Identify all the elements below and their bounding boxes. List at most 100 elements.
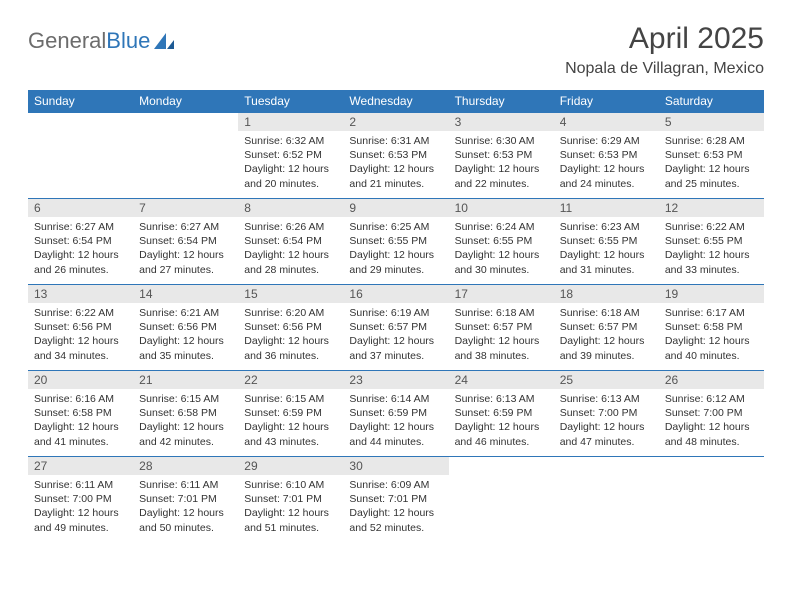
day-details: Sunrise: 6:26 AMSunset: 6:54 PMDaylight:… <box>238 217 343 283</box>
sunrise-line: Sunrise: 6:18 AM <box>560 306 653 320</box>
sunset-line: Sunset: 7:01 PM <box>244 492 337 506</box>
daylight-line-a: Daylight: 12 hours <box>349 248 442 262</box>
day-number: 24 <box>449 371 554 389</box>
day-number: 6 <box>28 199 133 217</box>
daylight-line-b: and 31 minutes. <box>560 263 653 277</box>
sunrise-line: Sunrise: 6:22 AM <box>34 306 127 320</box>
day-number: 26 <box>659 371 764 389</box>
week-row: 27Sunrise: 6:11 AMSunset: 7:00 PMDayligh… <box>28 457 764 543</box>
day-number: 12 <box>659 199 764 217</box>
day-details: Sunrise: 6:11 AMSunset: 7:01 PMDaylight:… <box>133 475 238 541</box>
dayname-tuesday: Tuesday <box>238 90 343 113</box>
daylight-line-b: and 33 minutes. <box>665 263 758 277</box>
dayname-thursday: Thursday <box>449 90 554 113</box>
sunset-line: Sunset: 6:55 PM <box>455 234 548 248</box>
daylight-line-a: Daylight: 12 hours <box>560 162 653 176</box>
daylight-line-b: and 44 minutes. <box>349 435 442 449</box>
day-number: 19 <box>659 285 764 303</box>
daylight-line-b: and 30 minutes. <box>455 263 548 277</box>
day-number: 11 <box>554 199 659 217</box>
day-cell: 1Sunrise: 6:32 AMSunset: 6:52 PMDaylight… <box>238 113 343 199</box>
daylight-line-a: Daylight: 12 hours <box>455 420 548 434</box>
daylight-line-a: Daylight: 12 hours <box>455 162 548 176</box>
sunset-line: Sunset: 6:53 PM <box>349 148 442 162</box>
day-number: 18 <box>554 285 659 303</box>
daylight-line-a: Daylight: 12 hours <box>139 506 232 520</box>
day-cell <box>449 457 554 543</box>
sunset-line: Sunset: 6:58 PM <box>34 406 127 420</box>
daylight-line-a: Daylight: 12 hours <box>665 162 758 176</box>
day-cell: 2Sunrise: 6:31 AMSunset: 6:53 PMDaylight… <box>343 113 448 199</box>
daylight-line-b: and 46 minutes. <box>455 435 548 449</box>
day-cell: 6Sunrise: 6:27 AMSunset: 6:54 PMDaylight… <box>28 199 133 285</box>
daylight-line-b: and 50 minutes. <box>139 521 232 535</box>
day-details: Sunrise: 6:15 AMSunset: 6:58 PMDaylight:… <box>133 389 238 455</box>
day-cell: 15Sunrise: 6:20 AMSunset: 6:56 PMDayligh… <box>238 285 343 371</box>
day-cell: 11Sunrise: 6:23 AMSunset: 6:55 PMDayligh… <box>554 199 659 285</box>
sunset-line: Sunset: 7:00 PM <box>665 406 758 420</box>
sunrise-line: Sunrise: 6:19 AM <box>349 306 442 320</box>
sunrise-line: Sunrise: 6:15 AM <box>139 392 232 406</box>
day-details: Sunrise: 6:15 AMSunset: 6:59 PMDaylight:… <box>238 389 343 455</box>
day-cell: 17Sunrise: 6:18 AMSunset: 6:57 PMDayligh… <box>449 285 554 371</box>
sunset-line: Sunset: 6:58 PM <box>665 320 758 334</box>
daylight-line-a: Daylight: 12 hours <box>560 334 653 348</box>
sunset-line: Sunset: 7:01 PM <box>139 492 232 506</box>
sunset-line: Sunset: 6:59 PM <box>349 406 442 420</box>
day-details: Sunrise: 6:12 AMSunset: 7:00 PMDaylight:… <box>659 389 764 455</box>
day-details: Sunrise: 6:13 AMSunset: 7:00 PMDaylight:… <box>554 389 659 455</box>
daylight-line-a: Daylight: 12 hours <box>244 506 337 520</box>
daylight-line-b: and 39 minutes. <box>560 349 653 363</box>
day-details: Sunrise: 6:23 AMSunset: 6:55 PMDaylight:… <box>554 217 659 283</box>
day-cell: 13Sunrise: 6:22 AMSunset: 6:56 PMDayligh… <box>28 285 133 371</box>
sunset-line: Sunset: 6:57 PM <box>560 320 653 334</box>
day-details: Sunrise: 6:20 AMSunset: 6:56 PMDaylight:… <box>238 303 343 369</box>
sunset-line: Sunset: 6:56 PM <box>244 320 337 334</box>
daylight-line-b: and 21 minutes. <box>349 177 442 191</box>
day-number: 30 <box>343 457 448 475</box>
sunset-line: Sunset: 6:57 PM <box>455 320 548 334</box>
day-number: 27 <box>28 457 133 475</box>
day-details: Sunrise: 6:30 AMSunset: 6:53 PMDaylight:… <box>449 131 554 197</box>
day-cell: 27Sunrise: 6:11 AMSunset: 7:00 PMDayligh… <box>28 457 133 543</box>
sunrise-line: Sunrise: 6:21 AM <box>139 306 232 320</box>
daylight-line-b: and 38 minutes. <box>455 349 548 363</box>
day-number: 23 <box>343 371 448 389</box>
dayname-friday: Friday <box>554 90 659 113</box>
sunrise-line: Sunrise: 6:16 AM <box>34 392 127 406</box>
logo-word-b: Blue <box>106 28 150 53</box>
week-row: 1Sunrise: 6:32 AMSunset: 6:52 PMDaylight… <box>28 113 764 199</box>
day-details: Sunrise: 6:29 AMSunset: 6:53 PMDaylight:… <box>554 131 659 197</box>
day-number: 10 <box>449 199 554 217</box>
sunset-line: Sunset: 6:53 PM <box>665 148 758 162</box>
daylight-line-a: Daylight: 12 hours <box>244 162 337 176</box>
sunrise-line: Sunrise: 6:32 AM <box>244 134 337 148</box>
daylight-line-a: Daylight: 12 hours <box>244 334 337 348</box>
day-number: 20 <box>28 371 133 389</box>
day-cell <box>133 113 238 199</box>
day-cell: 23Sunrise: 6:14 AMSunset: 6:59 PMDayligh… <box>343 371 448 457</box>
daylight-line-b: and 42 minutes. <box>139 435 232 449</box>
daylight-line-a: Daylight: 12 hours <box>244 420 337 434</box>
daylight-line-b: and 24 minutes. <box>560 177 653 191</box>
sunset-line: Sunset: 6:59 PM <box>455 406 548 420</box>
day-number: 13 <box>28 285 133 303</box>
daylight-line-a: Daylight: 12 hours <box>139 334 232 348</box>
sail-icon <box>154 33 174 49</box>
sunset-line: Sunset: 6:59 PM <box>244 406 337 420</box>
logo: GeneralBlue <box>28 28 174 54</box>
day-cell: 16Sunrise: 6:19 AMSunset: 6:57 PMDayligh… <box>343 285 448 371</box>
sunrise-line: Sunrise: 6:24 AM <box>455 220 548 234</box>
day-details: Sunrise: 6:10 AMSunset: 7:01 PMDaylight:… <box>238 475 343 541</box>
day-number: 16 <box>343 285 448 303</box>
day-cell: 14Sunrise: 6:21 AMSunset: 6:56 PMDayligh… <box>133 285 238 371</box>
daylight-line-b: and 51 minutes. <box>244 521 337 535</box>
day-number: 9 <box>343 199 448 217</box>
calendar-header: SundayMondayTuesdayWednesdayThursdayFrid… <box>28 90 764 113</box>
daylight-line-a: Daylight: 12 hours <box>455 248 548 262</box>
daylight-line-b: and 47 minutes. <box>560 435 653 449</box>
day-cell: 21Sunrise: 6:15 AMSunset: 6:58 PMDayligh… <box>133 371 238 457</box>
day-number: 28 <box>133 457 238 475</box>
day-cell: 24Sunrise: 6:13 AMSunset: 6:59 PMDayligh… <box>449 371 554 457</box>
daylight-line-a: Daylight: 12 hours <box>560 420 653 434</box>
